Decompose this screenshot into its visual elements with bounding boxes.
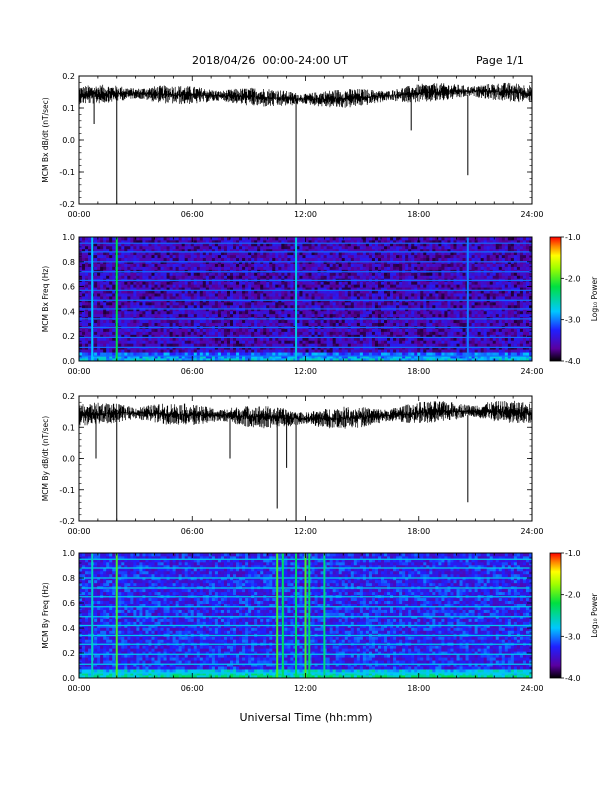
y-tick-label: 1.0 <box>62 549 75 558</box>
y-tick-label: 0.0 <box>62 455 75 464</box>
colorbar-tick-label: -3.0 <box>565 316 581 325</box>
heatmap-cells <box>79 237 533 362</box>
y-tick-label: 0.1 <box>62 104 75 113</box>
colorbar-gradient <box>549 236 562 362</box>
bright-column <box>295 553 298 678</box>
y-tick-label: 0.2 <box>62 72 75 81</box>
x-axis-title: Universal Time (hh:mm) <box>239 711 373 724</box>
x-tick-label: 18:00 <box>407 367 430 376</box>
y-tick-label: 0.0 <box>62 357 75 366</box>
x-tick-label: 00:00 <box>67 527 90 536</box>
x-tick-label: 12:00 <box>294 367 317 376</box>
bright-column <box>115 237 118 361</box>
page-title: 2018/04/26 00:00-24:00 UT <box>192 54 349 67</box>
colorbar-label: Log₁₀ Power <box>590 592 599 637</box>
x-tick-label: 24:00 <box>520 367 543 376</box>
colorbar-tick-label: -2.0 <box>565 274 581 283</box>
y-tick-label: 0.2 <box>62 332 75 341</box>
x-tick-label: 18:00 <box>407 527 430 536</box>
page-number: Page 1/1 <box>476 54 524 67</box>
colorbar-tick-label: -2.0 <box>565 591 581 600</box>
y-tick-label: -0.1 <box>59 486 75 495</box>
y-tick-label: 0.4 <box>62 624 75 633</box>
y-tick-label: 0.1 <box>62 423 75 432</box>
x-tick-label: 00:00 <box>67 210 90 219</box>
y-axis-label: MCM Bx dB/dt (nT/sec) <box>41 97 50 182</box>
x-tick-label: 00:00 <box>67 367 90 376</box>
series-line <box>78 400 533 429</box>
x-tick-label: 06:00 <box>181 367 204 376</box>
y-tick-label: 0.8 <box>62 258 75 267</box>
colorbar-tick-label: -1.0 <box>565 233 581 242</box>
bright-column <box>466 237 469 361</box>
x-tick-label: 18:00 <box>407 684 430 693</box>
colorbar-label: Log₁₀ Power <box>590 276 599 321</box>
bright-column <box>308 553 311 678</box>
series-line <box>78 82 533 108</box>
bright-column <box>295 237 298 361</box>
y-axis-label: MCM By Freq (Hz) <box>41 582 50 648</box>
y-axis-label: MCM By dB/dt (nT/sec) <box>41 416 50 501</box>
y-tick-label: -0.2 <box>59 517 75 526</box>
x-tick-label: 12:00 <box>294 210 317 219</box>
panel-2: 00:00 06:00 12:00 18:00 24:00 1.0 0.8 0.6 0.4 0.2… <box>41 233 544 376</box>
y-tick-label: -0.1 <box>59 168 75 177</box>
x-tick-label: 24:00 <box>520 527 543 536</box>
colorbar-gradient <box>549 552 562 679</box>
y-tick-label: 1.0 <box>62 233 75 242</box>
bright-column <box>323 553 326 678</box>
x-tick-label: 06:00 <box>181 527 204 536</box>
y-tick-label: 0.0 <box>62 674 75 683</box>
x-tick-label: 24:00 <box>520 210 543 219</box>
x-tick-label: 12:00 <box>294 684 317 693</box>
panel-4: 00:00 06:00 12:00 18:00 24:00 1.0 0.8 0.6 0.4 0.2… <box>41 549 544 693</box>
bright-column <box>281 553 284 678</box>
y-tick-label: 0.8 <box>62 574 75 583</box>
bright-column <box>115 553 118 678</box>
y-tick-label: 0.4 <box>62 307 75 316</box>
y-tick-label: 0.6 <box>62 283 75 292</box>
panel-1: 00:00 06:00 12:00 18:00 24:00 0.2 0.1 0.0 -0.1 -0… <box>41 72 544 219</box>
x-tick-label: 24:00 <box>520 684 543 693</box>
y-axis-label: MCM Bx Freq (Hz) <box>41 266 50 332</box>
colorbar: -1.0 -2.0 -3.0 -4.0 Log₁₀ Power <box>549 233 599 366</box>
y-tick-label: 0.6 <box>62 599 75 608</box>
panels: 00:00 06:00 12:00 18:00 24:00 0.2 0.1 0.0 -0.1 -0… <box>41 72 544 693</box>
y-tick-label: 0.2 <box>62 649 75 658</box>
x-tick-label: 00:00 <box>67 684 90 693</box>
bright-column <box>91 553 94 678</box>
colorbar-tick-label: -4.0 <box>565 357 581 366</box>
colorbar: -1.0 -2.0 -3.0 -4.0 Log₁₀ Power <box>549 549 599 683</box>
y-tick-label: 0.0 <box>62 136 75 145</box>
y-tick-label: 0.2 <box>62 392 75 401</box>
y-tick-label: -0.2 <box>59 200 75 209</box>
bright-column <box>276 553 279 678</box>
x-tick-label: 18:00 <box>407 210 430 219</box>
colorbar-tick-label: -1.0 <box>565 549 581 558</box>
panel-3: 00:00 06:00 12:00 18:00 24:00 0.2 0.1 0.0 -0.1 -0… <box>41 392 544 536</box>
colorbar-tick-label: -4.0 <box>565 674 581 683</box>
x-tick-label: 12:00 <box>294 527 317 536</box>
bright-column <box>91 237 94 361</box>
colorbar-tick-label: -3.0 <box>565 632 581 641</box>
bright-column <box>304 553 307 678</box>
x-tick-label: 06:00 <box>181 684 204 693</box>
x-tick-label: 06:00 <box>181 210 204 219</box>
